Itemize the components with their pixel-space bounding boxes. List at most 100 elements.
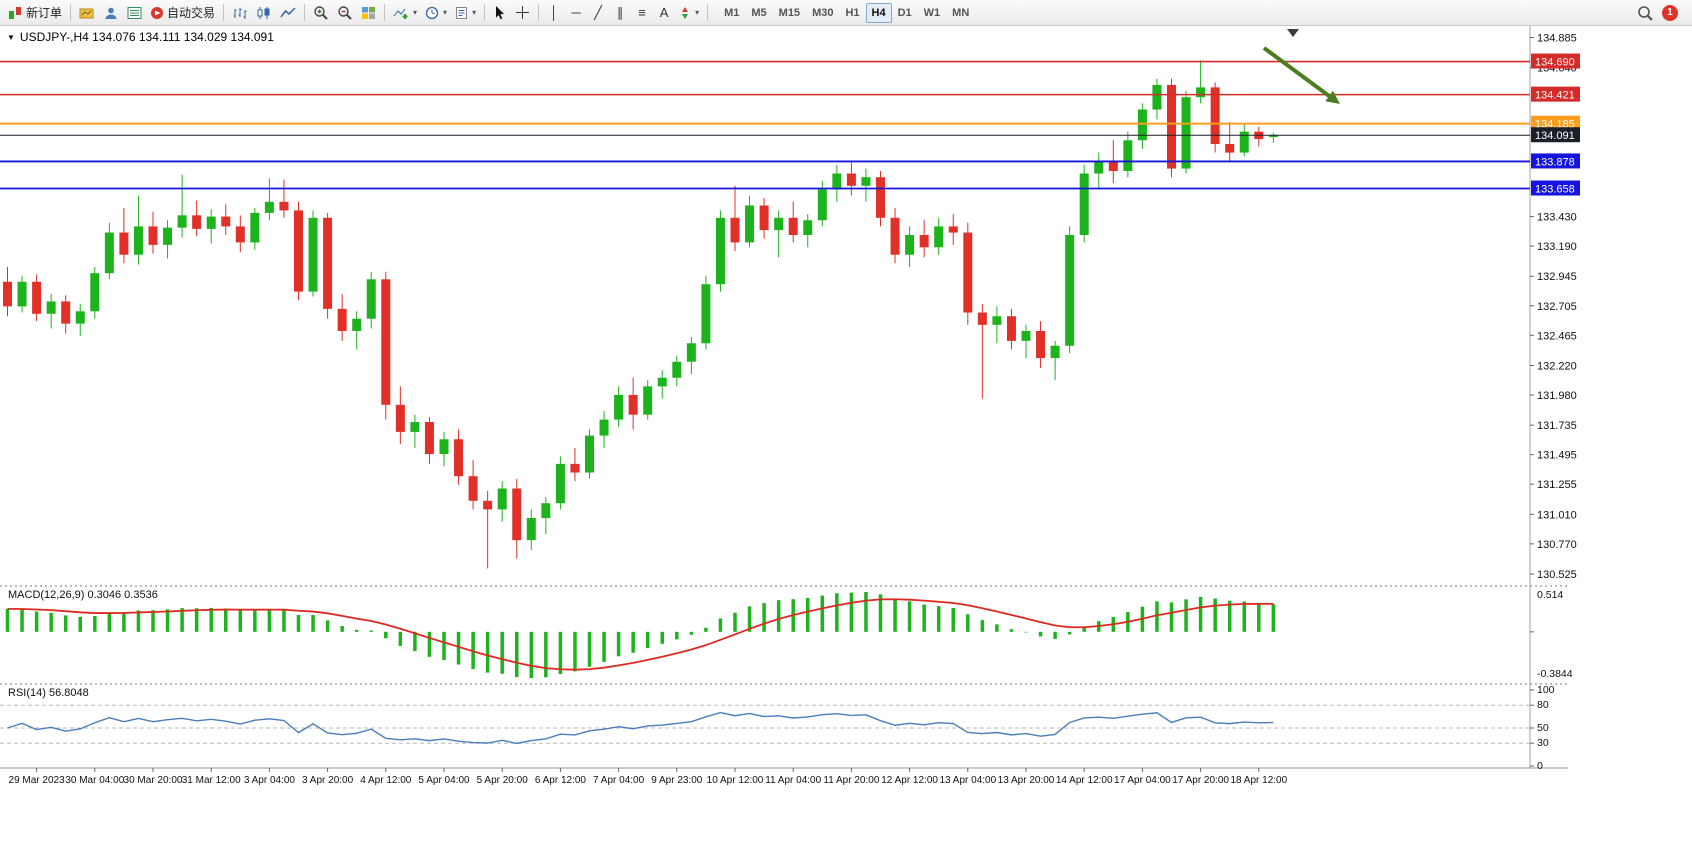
zoom-out-button[interactable] (333, 2, 357, 24)
trend-arrow[interactable] (1262, 46, 1335, 101)
bar-chart-button[interactable] (228, 2, 252, 24)
separator (70, 4, 72, 21)
time-tick-label[interactable]: 13 Apr 20:00 (998, 775, 1055, 786)
candle-body (61, 301, 71, 324)
candle-body (948, 226, 958, 233)
chart-shift-marker[interactable] (1287, 29, 1299, 37)
data-window-icon (127, 6, 142, 19)
time-tick-label[interactable]: 11 Apr 04:00 (765, 775, 821, 786)
profiles-button[interactable] (75, 2, 99, 24)
crosshair-tool-button[interactable] (511, 2, 534, 24)
time-tick-label[interactable]: 12 Apr 12:00 (881, 775, 938, 786)
time-tick-label[interactable]: 4 Apr 12:00 (360, 775, 412, 786)
price-line-label: 134.421 (1535, 90, 1575, 102)
time-tick-label[interactable]: 7 Apr 04:00 (593, 775, 645, 786)
timeframe-m15[interactable]: M15 (778, 6, 801, 19)
time-tick-label[interactable]: 13 Apr 04:00 (939, 775, 996, 786)
timeframe-m30[interactable]: M30 (812, 6, 834, 19)
periods-button[interactable]: ▾ (421, 2, 451, 24)
time-tick-label[interactable]: 5 Apr 20:00 (477, 775, 529, 786)
candle-body (512, 488, 522, 541)
candle-body (323, 217, 333, 309)
autotrade-button[interactable]: 自动交易 (146, 2, 219, 24)
timeframe-h1[interactable]: H1 (845, 6, 860, 19)
time-tick-label[interactable]: 9 Apr 23:00 (651, 775, 703, 786)
trendline-tool-button[interactable]: ╱ (587, 2, 609, 24)
tile-windows-button[interactable] (357, 2, 380, 24)
price-tick-label: 130.770 (1537, 539, 1577, 551)
time-tick-label[interactable]: 3 Apr 04:00 (244, 775, 296, 786)
zoom-in-button[interactable] (309, 2, 333, 24)
fibonacci-tool-button[interactable]: ≡ (631, 2, 653, 24)
time-tick-label[interactable]: 3 Apr 20:00 (302, 775, 354, 786)
autotrade-icon (151, 6, 164, 19)
arrows-tool-button[interactable]: ▾ (675, 2, 703, 24)
cursor-tool-button[interactable] (489, 2, 511, 24)
horizontal-line-tool-button[interactable]: ─ (565, 2, 587, 24)
candle-body (599, 419, 609, 436)
time-tick-label[interactable]: 29 Mar 2023 (9, 775, 66, 786)
vertical-line-tool-button[interactable]: │ (543, 2, 565, 24)
timeframe-h4[interactable]: H4 (865, 2, 892, 23)
timeframe-w1[interactable]: W1 (923, 6, 941, 19)
timeframe-mn[interactable]: MN (952, 6, 970, 19)
time-tick-label[interactable]: 14 Apr 12:00 (1056, 775, 1113, 786)
chart-canvas[interactable]: 134.885134.640133.430133.190132.945132.7… (0, 26, 1692, 850)
rsi-axis-label: 80 (1537, 699, 1549, 711)
channel-icon: ∥ (616, 5, 624, 20)
candle-body (803, 220, 813, 236)
candle-body (468, 476, 478, 501)
text-tool-button[interactable]: A (653, 2, 675, 24)
new-order-button[interactable]: 新订单 (4, 2, 66, 24)
text-tool-icon: A (659, 5, 669, 20)
time-tick-label[interactable]: 18 Apr 12:00 (1230, 775, 1287, 786)
candle-body (628, 394, 638, 415)
candle-body (876, 177, 885, 218)
clock-icon (425, 6, 439, 19)
candle-body (32, 281, 42, 314)
time-tick-label[interactable]: 31 Mar 12:00 (182, 775, 241, 786)
time-tick-label[interactable]: 30 Mar 20:00 (124, 775, 183, 786)
line-chart-button[interactable] (276, 2, 300, 24)
chart-window[interactable]: 134.885 134.640 133.430 133.190 132.945 132.7… (0, 26, 1692, 850)
timeframe-m5[interactable]: M5 (751, 6, 767, 19)
time-tick-label[interactable]: 30 Mar 04:00 (65, 775, 124, 786)
candle-body (1196, 87, 1206, 98)
time-tick-label[interactable]: 6 Apr 12:00 (535, 775, 587, 786)
candle-body (701, 284, 711, 344)
time-tick-label[interactable]: 11 Apr 20:00 (823, 775, 879, 786)
time-tick-label[interactable]: 5 Apr 04:00 (418, 775, 470, 786)
price-line-label: 134.185 (1535, 119, 1575, 131)
candle-body (250, 212, 260, 243)
data-window-button[interactable] (123, 2, 146, 24)
price-tick-label: 131.980 (1537, 390, 1577, 402)
channel-tool-button[interactable]: ∥ (609, 2, 631, 24)
time-tick-label[interactable]: 10 Apr 12:00 (707, 775, 764, 786)
separator (304, 4, 306, 21)
timeframe-d1[interactable]: D1 (897, 6, 912, 19)
notification-badge[interactable]: 1 (1662, 4, 1678, 21)
time-tick-label[interactable]: 17 Apr 20:00 (1172, 775, 1229, 786)
collapse-icon[interactable]: ▼ (7, 32, 15, 42)
rsi-axis-label: 30 (1537, 737, 1549, 749)
candle-body (614, 394, 624, 420)
candle-body (774, 217, 784, 231)
candle-chart-button[interactable] (252, 2, 276, 24)
candle-body (454, 439, 464, 477)
candle-body (992, 316, 1002, 325)
separator (707, 4, 709, 21)
candle-body (657, 377, 667, 387)
templates-button[interactable]: ▾ (451, 2, 480, 24)
price-tick-label: 133.430 (1537, 212, 1577, 224)
cursor-icon (496, 6, 505, 20)
price-line-label-box (1531, 180, 1580, 196)
zoom-out-icon (338, 6, 352, 20)
account-button[interactable] (99, 2, 123, 24)
time-tick-label[interactable]: 17 Apr 04:00 (1114, 775, 1171, 786)
search-button[interactable] (1633, 2, 1658, 24)
indicators-button[interactable]: ▾ (389, 2, 421, 24)
timeframe-m1[interactable]: M1 (724, 6, 740, 19)
candle-body (75, 311, 85, 324)
price-line-label: 134.690 (1535, 57, 1575, 69)
